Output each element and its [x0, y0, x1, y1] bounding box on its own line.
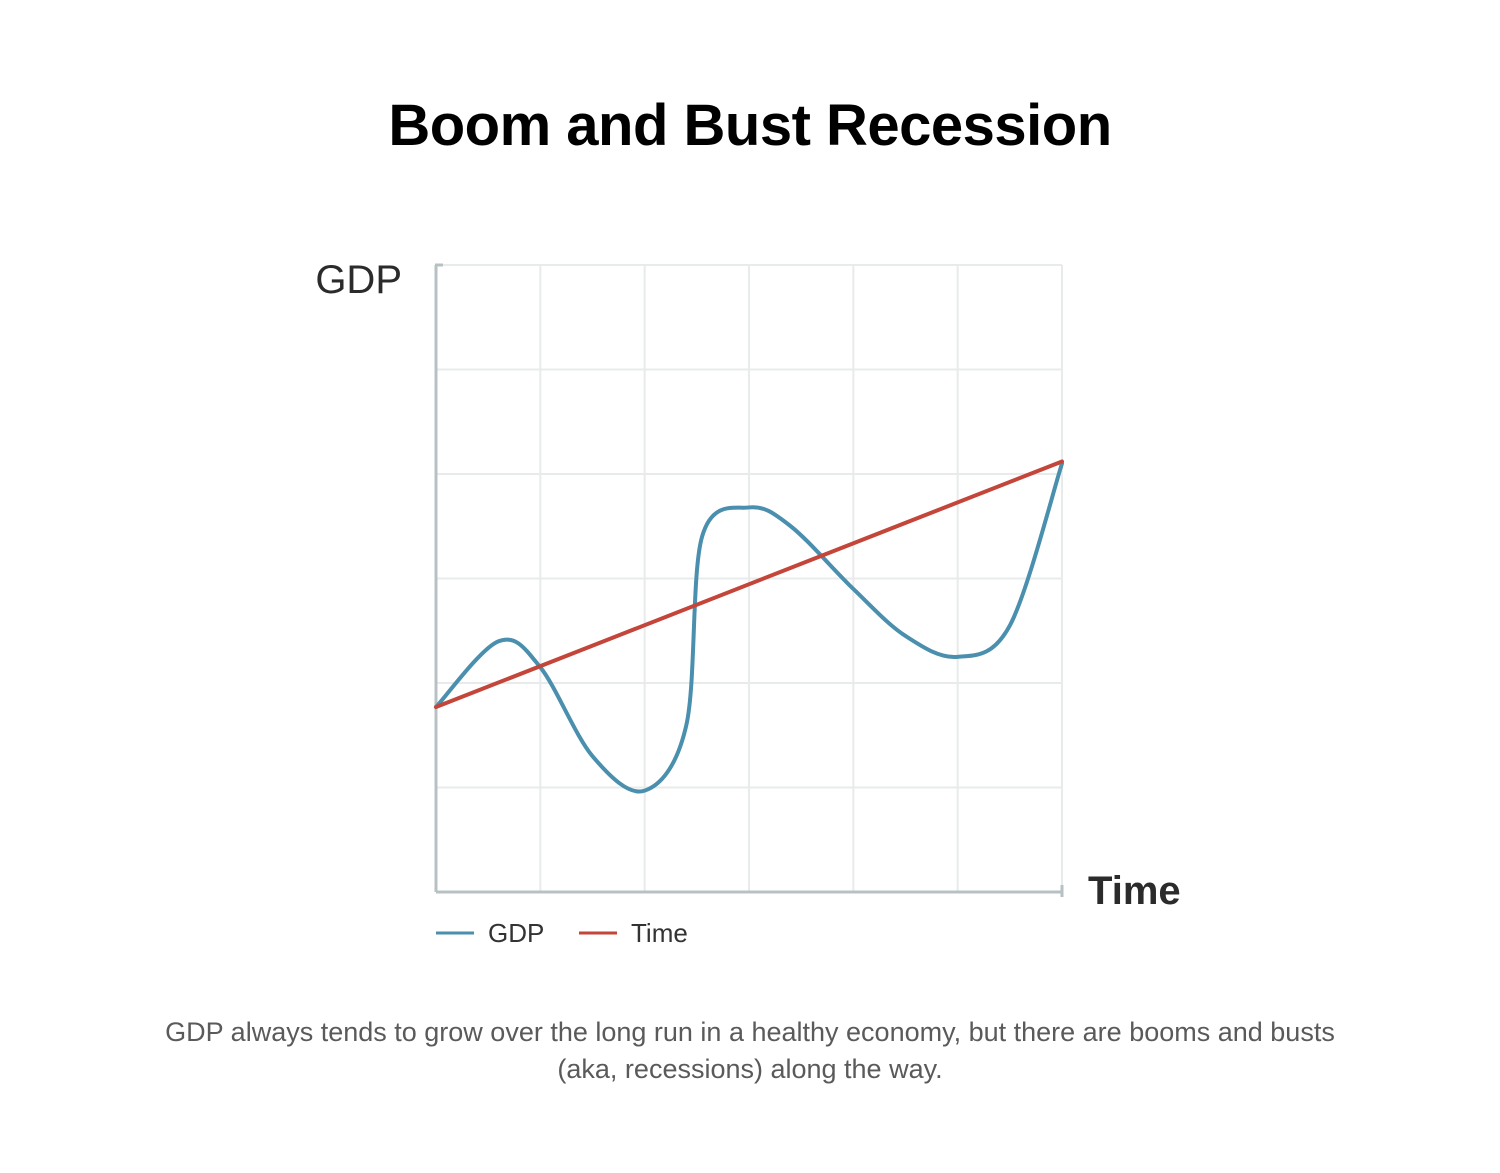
y-axis-title: GDP [315, 258, 402, 302]
legend-label-gdp: GDP [488, 918, 544, 948]
grid [436, 264, 1063, 892]
series-line-gdp [434, 461, 1064, 794]
legend-label-time: Time [631, 918, 688, 948]
axes [434, 263, 1064, 897]
legend: GDP Time [436, 918, 688, 948]
series-layer [434, 459, 1064, 794]
chart: GDP Time GDP Time [315, 258, 1181, 948]
x-axis-title: Time [1088, 869, 1181, 913]
series-line-time [434, 459, 1064, 710]
caption: GDP always tends to grow over the long r… [165, 1017, 1335, 1084]
chart-title: Boom and Bust Recession [388, 93, 1112, 158]
